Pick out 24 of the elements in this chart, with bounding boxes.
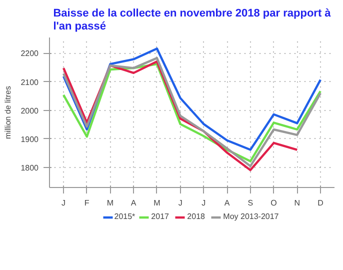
x-tick-label: N — [294, 198, 300, 208]
legend-label: Moy 2013-2017 — [223, 212, 279, 221]
legend-label: 2017 — [151, 212, 170, 221]
y-tick-label: 1900 — [20, 134, 40, 144]
x-tick-label: A — [224, 198, 230, 208]
x-tick-label: J — [62, 198, 66, 208]
x-tick-label: A — [130, 198, 137, 208]
x-tick-label: F — [84, 198, 90, 208]
x-tick-label: O — [270, 198, 277, 208]
y-tick-label: 2000 — [20, 106, 40, 116]
y-tick-label: 2200 — [20, 49, 40, 58]
y-tick-label: 2100 — [20, 78, 40, 87]
legend-label: 2018 — [187, 212, 206, 221]
y-tick-label: 1800 — [20, 164, 40, 172]
x-tick-label: S — [248, 198, 254, 208]
x-tick-label: J — [202, 198, 206, 208]
y-axis-title: million de litres — [4, 86, 13, 139]
chart-title: Baisse de la collecte en novembre 2018 par rapport à l'an passé — [53, 7, 332, 32]
legend-label: 2015* — [114, 212, 136, 221]
x-tick-label: M — [106, 198, 114, 208]
x-tick-label: J — [178, 198, 182, 208]
x-tick-label: M — [154, 198, 161, 208]
x-tick-label: D — [318, 198, 324, 208]
line-series — [62, 48, 322, 151]
